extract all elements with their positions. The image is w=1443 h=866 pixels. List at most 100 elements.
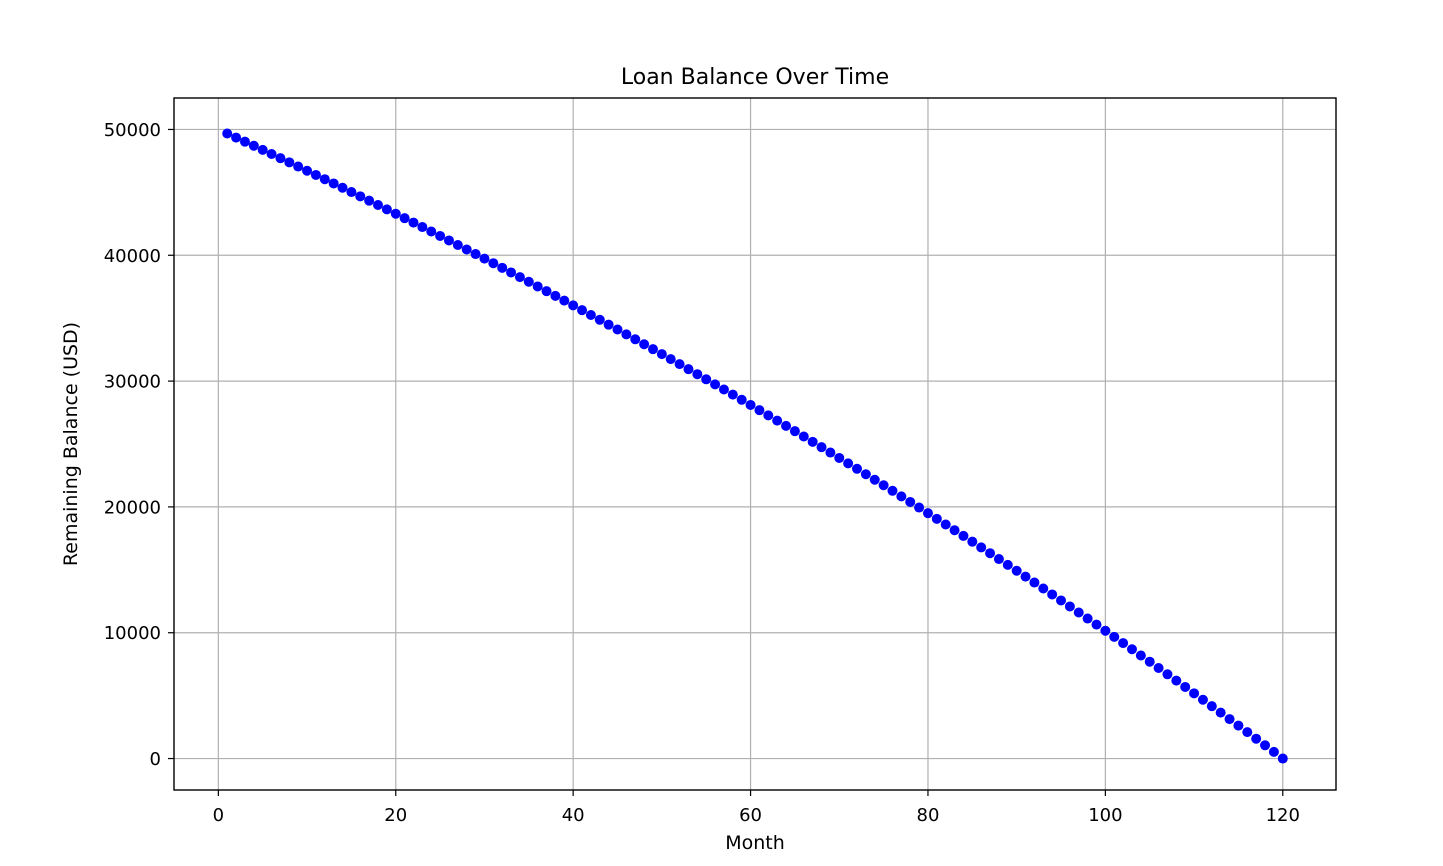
data-point	[222, 128, 233, 139]
data-point	[408, 217, 419, 228]
x-axis-label: Month	[725, 832, 785, 854]
data-point	[807, 436, 818, 447]
data-point	[1091, 619, 1102, 630]
x-axis-ticks: 0 20 40 60 80 100 120	[213, 790, 1300, 826]
data-point	[532, 281, 543, 292]
data-point	[302, 165, 313, 176]
data-point	[231, 132, 242, 143]
chart-title: Loan Balance Over Time	[621, 65, 889, 90]
data-point	[701, 374, 712, 385]
data-point	[523, 276, 534, 287]
data-point	[1189, 688, 1200, 699]
data-point	[887, 485, 898, 496]
data-point	[852, 463, 863, 474]
data-point	[603, 319, 614, 330]
x-tick-label: 120	[1266, 805, 1300, 826]
y-tick-label: 0	[150, 749, 161, 770]
data-point	[488, 258, 499, 269]
data-point	[967, 536, 978, 547]
data-point	[452, 239, 463, 250]
data-point	[621, 329, 632, 340]
data-point	[1011, 565, 1022, 576]
data-point	[896, 491, 907, 502]
data-point	[559, 295, 570, 306]
data-point	[461, 244, 472, 255]
grid-lines	[174, 98, 1336, 790]
data-point	[1038, 583, 1049, 594]
data-point	[1029, 577, 1040, 588]
data-point	[310, 169, 321, 180]
data-point	[577, 305, 588, 316]
x-tick-label: 20	[384, 805, 407, 826]
x-tick-label: 100	[1088, 805, 1122, 826]
data-point	[1056, 595, 1067, 606]
data-point	[683, 364, 694, 375]
data-point	[1215, 707, 1226, 718]
data-point	[789, 426, 800, 437]
y-tick-label: 30000	[104, 372, 161, 393]
data-point	[364, 195, 375, 206]
data-point	[718, 384, 729, 395]
y-tick-label: 50000	[104, 120, 161, 141]
data-point	[639, 339, 650, 350]
data-point	[727, 389, 738, 400]
data-point	[914, 502, 925, 513]
data-point	[869, 474, 880, 485]
data-point	[479, 253, 490, 264]
data-point	[1144, 656, 1155, 667]
data-point	[275, 153, 286, 164]
data-point	[426, 226, 437, 237]
plot-area-background	[174, 98, 1336, 790]
data-point	[993, 554, 1004, 565]
data-point	[1233, 720, 1244, 731]
y-axis-ticks: 0 10000 20000 30000 40000 50000	[104, 120, 174, 770]
data-point	[1064, 601, 1075, 612]
data-point	[1206, 701, 1217, 712]
data-point	[922, 508, 933, 519]
data-point	[381, 204, 392, 215]
data-point	[1277, 753, 1288, 764]
data-point	[497, 262, 508, 273]
data-points	[222, 128, 1288, 764]
data-point	[843, 458, 854, 469]
data-point	[1224, 714, 1235, 725]
data-point	[284, 157, 295, 168]
data-point	[674, 359, 685, 370]
data-point	[949, 525, 960, 536]
data-point	[647, 344, 658, 355]
data-point	[266, 149, 277, 160]
data-point	[1109, 631, 1120, 642]
x-tick-label: 80	[917, 805, 940, 826]
data-point	[612, 324, 623, 335]
data-point	[692, 369, 703, 380]
data-point	[257, 144, 268, 155]
data-point	[1197, 694, 1208, 705]
y-tick-label: 20000	[104, 497, 161, 518]
y-tick-label: 10000	[104, 623, 161, 644]
data-point	[594, 314, 605, 325]
data-point	[772, 415, 783, 426]
data-point	[337, 182, 348, 193]
x-tick-label: 60	[739, 805, 762, 826]
data-point	[745, 399, 756, 410]
data-point	[541, 286, 552, 297]
data-point	[985, 548, 996, 559]
y-tick-label: 40000	[104, 246, 161, 267]
data-point	[1171, 675, 1182, 686]
data-point	[940, 519, 951, 530]
data-point	[710, 379, 721, 390]
data-point	[470, 249, 481, 260]
data-point	[399, 213, 410, 224]
data-point	[1020, 571, 1031, 582]
data-point	[931, 513, 942, 524]
data-point	[239, 136, 250, 147]
data-point	[878, 480, 889, 491]
data-point	[781, 420, 792, 431]
x-tick-label: 40	[562, 805, 585, 826]
data-point	[1082, 613, 1093, 624]
data-point	[373, 200, 384, 211]
data-point	[1180, 681, 1191, 692]
data-point	[630, 334, 641, 345]
data-point	[568, 300, 579, 311]
data-point	[1162, 669, 1173, 680]
